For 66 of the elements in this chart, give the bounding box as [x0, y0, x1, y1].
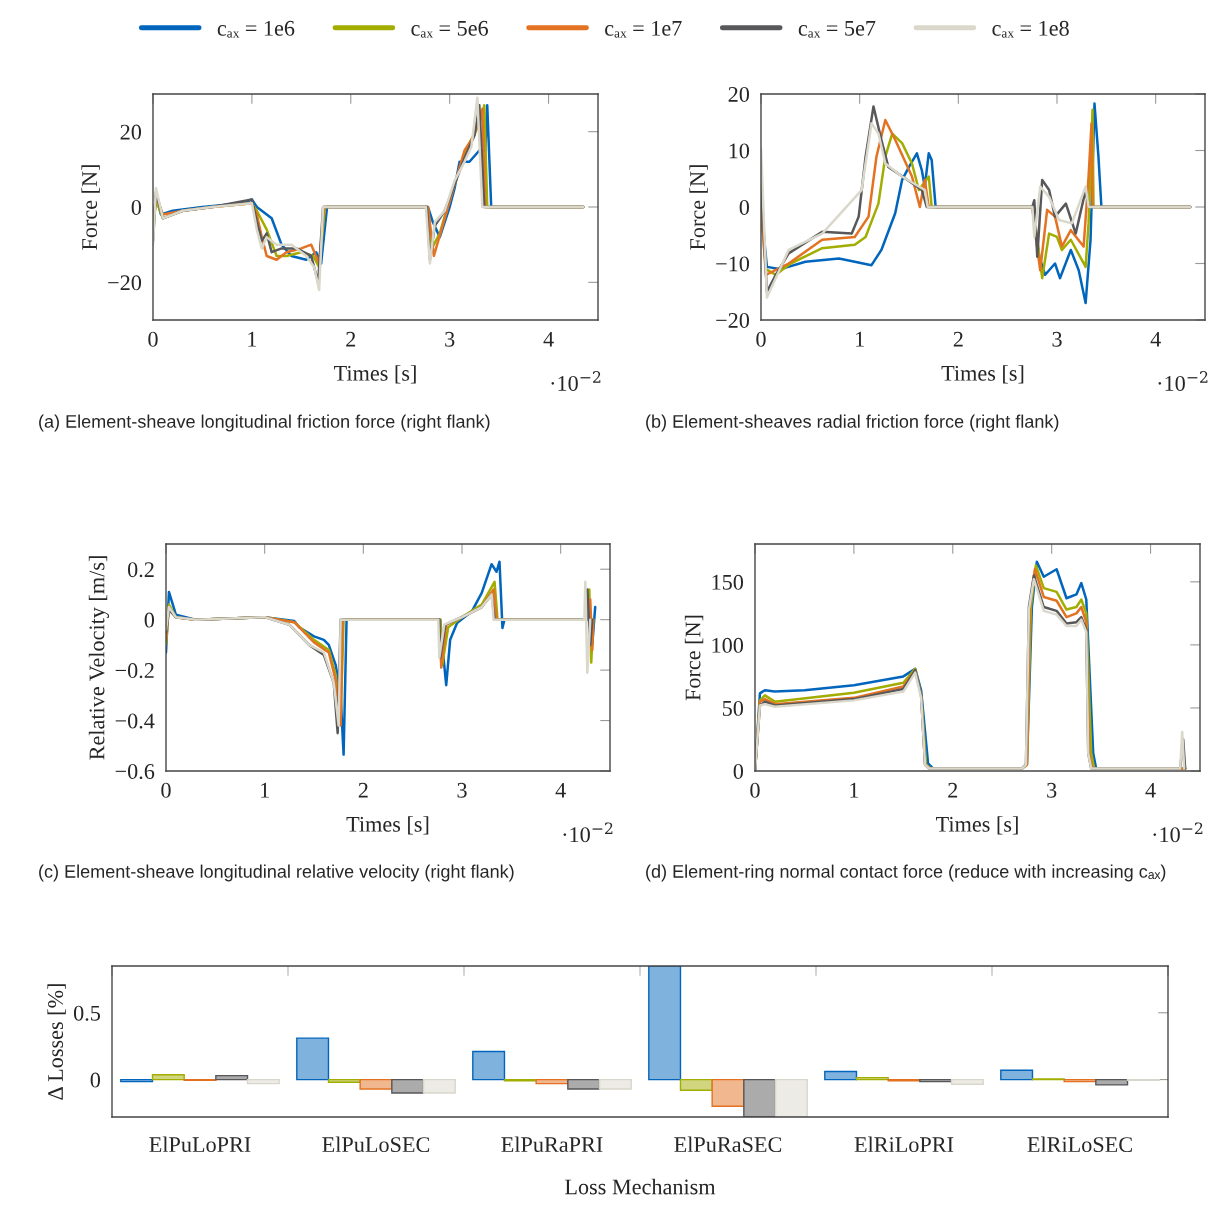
x-axis-title: Times [s]: [334, 365, 416, 384]
y-tick-label: 0: [733, 763, 744, 779]
y-tick-label: 50: [722, 700, 744, 716]
x-tick-label: 3: [445, 331, 455, 347]
legend-label: cₐₓ = 5e7: [798, 21, 876, 38]
x-tick-label: 0: [161, 782, 171, 798]
y-tick-label: 150: [712, 574, 744, 590]
x-tick-label: 2: [953, 331, 963, 347]
y-tick-label: −0.2: [115, 663, 154, 679]
y-tick-label: −20: [716, 312, 750, 328]
x-tick-label: 1: [850, 782, 859, 798]
y-tick-label: 20: [120, 124, 142, 140]
y-axis-title: Δ Losses [%]: [47, 984, 66, 1100]
x-tick-label: ElRiLoPRI: [854, 1136, 954, 1153]
x-tick-label: ElPuRaPRI: [501, 1136, 603, 1153]
text: (a) Element-sheave longitudinal friction force (right flank): [39, 414, 490, 432]
x-tick-label: 3: [1047, 782, 1057, 798]
x-tick-label: ElRiLoSEC: [1027, 1136, 1132, 1153]
x-tick-label: 4: [555, 782, 566, 798]
text: (c) Element-sheave longitudinal relative velocity (right flank): [39, 864, 514, 882]
x-tick-label: 2: [358, 782, 368, 798]
y-tick-label: 0: [739, 199, 750, 215]
y-axis-title: Force [N]: [81, 165, 100, 250]
y-tick-label: −0.4: [115, 713, 155, 729]
text: ·10$^{−2}$: [1153, 822, 1203, 843]
x-tick-label: ElPuRaSEC: [674, 1136, 782, 1153]
x-tick-label: 1: [248, 331, 257, 347]
x-tick-label: 2: [346, 331, 356, 347]
x-tick-label: 4: [1150, 331, 1161, 347]
x-tick-label: 1: [856, 331, 864, 347]
y-tick-label: 0.2: [127, 562, 154, 578]
x-tick-label: 3: [457, 782, 467, 798]
x-tick-label: 2: [948, 782, 958, 798]
x-tick-label: 4: [543, 331, 554, 347]
text: ·10$^{−2}$: [551, 371, 601, 391]
legend-label: cₐₓ = 1e6: [217, 20, 295, 38]
x-tick-label: 4: [1145, 782, 1156, 798]
x-tick-label: 0: [750, 782, 760, 798]
text: (d) Element-ring normal contact force (reduce with increasing cₐₓ): [646, 864, 1166, 882]
x-axis-title: Loss Mechanism: [565, 1178, 716, 1195]
y-tick-label: −0.6: [115, 763, 155, 780]
text: (b) Element-sheaves radial friction force (right flank): [646, 414, 1059, 432]
y-axis-title: Force [N]: [689, 165, 708, 250]
y-tick-label: 10: [729, 143, 750, 159]
legend-label: cₐₓ = 1e7: [605, 20, 682, 38]
legend-label: cₐₓ = 5e6: [411, 20, 488, 38]
x-axis-title: Times [s]: [936, 816, 1018, 835]
text: ·10$^{−2}$: [563, 822, 613, 843]
x-tick-label: 1: [261, 782, 269, 798]
y-tick-label: −20: [108, 275, 142, 291]
text: ·10$^{−2}$: [1158, 371, 1208, 391]
x-tick-label: 3: [1052, 331, 1062, 347]
y-tick-label: 0: [131, 199, 142, 215]
x-tick-label: ElPuLoPRI: [149, 1136, 251, 1153]
x-axis-title: Times [s]: [346, 816, 429, 835]
y-axis-title: Relative Velocity [m/s]: [88, 556, 110, 760]
legend-label: cₐₓ = 1e8: [992, 20, 1069, 38]
y-tick-label: 0.5: [73, 1005, 101, 1021]
y-tick-label: 100: [712, 637, 744, 653]
y-tick-label: 0: [144, 612, 155, 628]
x-tick-label: 0: [756, 331, 766, 347]
y-tick-label: −10: [716, 256, 750, 272]
x-tick-label: ElPuLoSEC: [322, 1136, 430, 1153]
x-axis-title: Times [s]: [941, 365, 1024, 384]
y-axis-title: Force [N]: [684, 615, 704, 701]
y-tick-label: 20: [728, 86, 750, 102]
